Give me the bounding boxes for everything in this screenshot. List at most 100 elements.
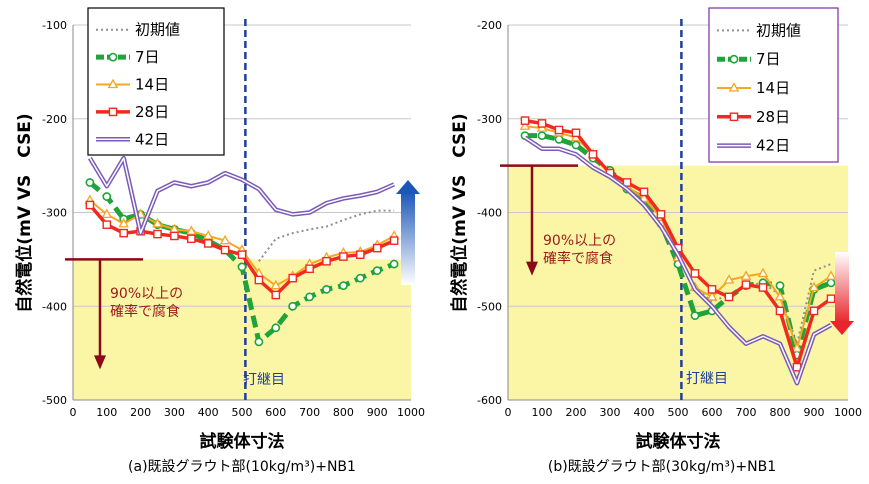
data-point xyxy=(322,256,331,266)
trend-arrow-shaft xyxy=(401,192,415,285)
data-point xyxy=(724,292,734,302)
trend-arrow-head xyxy=(830,321,854,335)
x-tick-label: 200 xyxy=(566,406,587,419)
data-point xyxy=(102,220,112,229)
legend: 初期値 7日 14日 28日 42日 xyxy=(87,7,225,156)
legend-label: 7日 xyxy=(756,50,781,68)
data-point xyxy=(202,230,214,240)
data-point xyxy=(537,131,547,141)
data-point xyxy=(537,119,547,128)
data-point xyxy=(809,306,819,316)
data-point xyxy=(554,125,564,135)
data-point xyxy=(270,279,282,290)
data-point xyxy=(153,229,162,239)
legend-label: 14日 xyxy=(135,76,169,94)
data-point xyxy=(826,278,836,288)
y-tick-label: -500 xyxy=(42,394,67,407)
data-point xyxy=(757,267,769,278)
x-tick-label: 1000 xyxy=(397,406,425,419)
series-42日 xyxy=(523,135,833,386)
x-tick-label: 300 xyxy=(600,406,621,419)
y-axis-title: 自然電位(mV VS CSE) xyxy=(14,113,35,312)
joint-label: 打継目 xyxy=(686,370,728,387)
x-tick-label: 600 xyxy=(265,406,286,419)
data-point xyxy=(656,210,666,219)
corrosion-annotation: 90%以上の xyxy=(543,233,616,249)
data-point xyxy=(389,259,399,269)
data-point xyxy=(740,270,752,280)
data-point xyxy=(119,228,128,238)
data-point xyxy=(356,250,365,259)
corrosion-annotation: 確率で腐食 xyxy=(110,303,180,320)
x-axis-title: 試験体寸法 xyxy=(636,431,721,452)
y-tick-label: -500 xyxy=(477,300,502,313)
data-point xyxy=(758,283,768,292)
data-point xyxy=(219,234,231,245)
legend-marker xyxy=(729,54,739,64)
data-point xyxy=(102,192,112,201)
trend-arrow-head xyxy=(396,180,420,194)
data-point xyxy=(322,284,331,294)
y-tick-label: -600 xyxy=(477,394,502,407)
corrosion-annotation: 確率で腐食 xyxy=(543,250,613,267)
data-point xyxy=(808,281,820,292)
data-point xyxy=(741,280,751,289)
data-point xyxy=(170,231,179,241)
legend-label: 初期値 xyxy=(756,21,801,39)
data-point xyxy=(237,262,247,272)
data-point xyxy=(775,281,785,291)
legend-label: 28日 xyxy=(756,108,790,126)
data-point xyxy=(826,294,836,304)
legend-marker xyxy=(108,107,118,117)
y-tick-label: -300 xyxy=(42,207,67,220)
x-tick-label: 800 xyxy=(333,406,354,419)
data-point xyxy=(571,128,581,138)
x-tick-label: 0 xyxy=(505,406,512,419)
corrosion-arrow-head xyxy=(94,355,106,370)
x-tick-label: 0 xyxy=(70,406,77,419)
legend-label: 28日 xyxy=(135,103,169,121)
risk-zone xyxy=(508,165,848,400)
data-point xyxy=(85,200,95,210)
data-point xyxy=(588,150,598,159)
x-axis-title: 試験体寸法 xyxy=(200,431,285,452)
data-point xyxy=(372,266,382,276)
data-point xyxy=(690,269,700,278)
data-point xyxy=(389,236,399,245)
chart-caption: (a)既設グラウト部(10kg/m³)+NB1 xyxy=(128,459,356,475)
data-point xyxy=(288,301,298,311)
data-point xyxy=(185,225,197,235)
y-tick-label: -300 xyxy=(477,113,502,126)
data-point xyxy=(118,217,130,228)
y-tick-label: -200 xyxy=(42,113,67,126)
data-point xyxy=(706,291,718,301)
data-point xyxy=(186,234,196,244)
y-tick-label: -400 xyxy=(42,300,67,313)
data-point xyxy=(338,281,348,291)
series-line xyxy=(258,209,395,262)
legend-box xyxy=(708,7,839,163)
x-tick-label: 400 xyxy=(634,406,655,419)
x-tick-label: 100 xyxy=(96,406,117,419)
x-tick-label: 900 xyxy=(804,406,825,419)
data-point xyxy=(622,178,632,187)
data-point xyxy=(639,187,649,197)
x-tick-label: 300 xyxy=(164,406,185,419)
joint-label: 打継目 xyxy=(243,371,285,388)
data-point xyxy=(690,311,700,321)
trend-arrow-shaft xyxy=(835,252,849,323)
legend-marker xyxy=(729,112,739,122)
legend-label: 7日 xyxy=(135,48,160,66)
series-初期値 xyxy=(258,209,395,262)
data-point xyxy=(707,285,717,294)
data-point xyxy=(774,291,786,301)
x-tick-label: 800 xyxy=(770,406,791,419)
legend: 初期値 7日 14日 28日 42日 xyxy=(708,7,839,163)
risk-zone xyxy=(73,259,411,400)
x-tick-label: 700 xyxy=(736,406,757,419)
data-point xyxy=(723,274,735,284)
chart-caption: (b)既設グラウト部(30kg/m³)+NB1 xyxy=(548,459,776,475)
